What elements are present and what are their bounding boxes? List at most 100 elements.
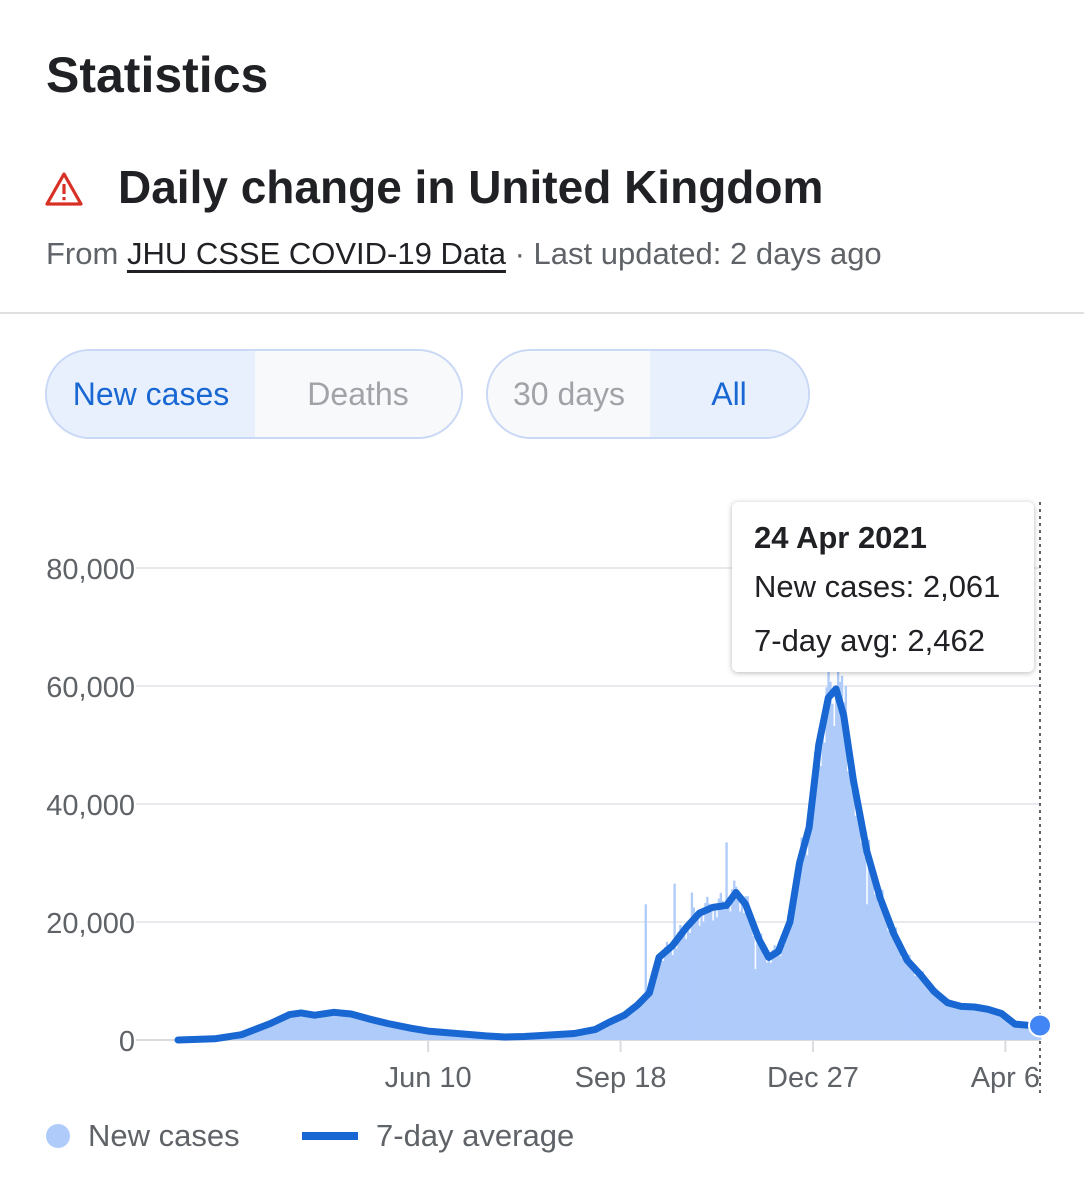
x-tick-label: Dec 27 bbox=[767, 1062, 859, 1094]
new-cases-bar bbox=[983, 1008, 986, 1040]
x-tick-label: Sep 18 bbox=[575, 1062, 667, 1094]
new-cases-bar bbox=[958, 1008, 961, 1040]
new-cases-bar bbox=[1017, 1023, 1021, 1040]
new-cases-bar bbox=[625, 1011, 628, 1040]
new-cases-bar bbox=[629, 1011, 632, 1040]
new-cases-bar bbox=[938, 997, 942, 1040]
new-cases-bar bbox=[671, 955, 674, 1040]
new-cases-bar bbox=[654, 968, 657, 1040]
new-cases-bar bbox=[925, 983, 928, 1040]
new-cases-bar bbox=[917, 978, 921, 1040]
new-cases-bar bbox=[296, 1013, 299, 1040]
new-cases-bar bbox=[758, 933, 761, 1040]
new-cases-bar bbox=[929, 986, 932, 1040]
new-cases-bar bbox=[713, 906, 717, 1040]
new-cases-bar bbox=[313, 1013, 316, 1040]
new-cases-bar bbox=[733, 880, 736, 1040]
new-cases-bar bbox=[284, 1018, 288, 1040]
new-cases-bar bbox=[794, 886, 798, 1040]
all-toggle[interactable]: All bbox=[650, 351, 808, 437]
new-cases-bar bbox=[269, 1023, 272, 1040]
new-cases-bar bbox=[304, 1012, 307, 1040]
new-cases-bar bbox=[650, 982, 653, 1040]
new-cases-bar bbox=[694, 912, 697, 1040]
tooltip-new-cases: New cases: 2,061 bbox=[754, 569, 1001, 604]
new-cases-bar bbox=[648, 996, 651, 1040]
new-cases-bar bbox=[942, 999, 946, 1040]
new-cases-bar bbox=[288, 1012, 291, 1040]
source-link[interactable]: JHU CSSE COVID-19 Data bbox=[126, 236, 506, 271]
new-cases-bar bbox=[390, 1024, 393, 1040]
new-cases-toggle[interactable]: New cases bbox=[47, 351, 255, 437]
new-cases-bar bbox=[421, 1029, 424, 1040]
legend-label: New cases bbox=[88, 1118, 240, 1153]
new-cases-bar bbox=[413, 1029, 417, 1040]
new-cases-bar bbox=[640, 999, 644, 1040]
new-cases-bar bbox=[900, 958, 903, 1040]
new-cases-bar bbox=[761, 943, 765, 1040]
new-cases-bar bbox=[250, 1030, 253, 1040]
new-cases-bar bbox=[613, 1018, 617, 1040]
new-cases-bar bbox=[398, 1025, 401, 1040]
new-cases-bar bbox=[348, 1016, 351, 1040]
new-cases-bar bbox=[415, 1030, 418, 1040]
page-title: Statistics bbox=[46, 47, 269, 103]
new-cases-bar bbox=[892, 927, 896, 1040]
new-cases-bar bbox=[419, 1030, 422, 1040]
new-cases-bar bbox=[357, 1015, 361, 1040]
new-cases-bar bbox=[350, 1014, 353, 1040]
new-cases-bar bbox=[315, 1012, 318, 1040]
30-days-toggle[interactable]: 30 days bbox=[488, 351, 650, 437]
legend-7-day-average: 7-day average bbox=[302, 1114, 574, 1158]
new-cases-bar bbox=[731, 889, 734, 1040]
new-cases-bar bbox=[1019, 1025, 1023, 1040]
new-cases-bar bbox=[659, 955, 663, 1040]
new-cases-bar bbox=[402, 1027, 405, 1040]
new-cases-bar bbox=[913, 975, 917, 1040]
new-cases-bar bbox=[290, 1013, 293, 1040]
new-cases-bar bbox=[696, 918, 699, 1040]
new-cases-bar bbox=[865, 904, 869, 1040]
new-cases-bar bbox=[1021, 1026, 1025, 1040]
new-cases-bar bbox=[292, 1014, 295, 1040]
new-cases-bar bbox=[602, 1025, 605, 1040]
new-cases-bar bbox=[261, 1025, 265, 1040]
new-cases-bar bbox=[811, 779, 815, 1040]
new-cases-bar bbox=[685, 939, 688, 1040]
new-cases-bar bbox=[921, 971, 924, 1040]
new-cases-bar bbox=[361, 1019, 365, 1040]
new-cases-bar bbox=[1004, 1015, 1007, 1040]
new-cases-bar bbox=[887, 930, 890, 1040]
new-cases-bar bbox=[813, 751, 817, 1040]
new-cases-bar bbox=[723, 909, 726, 1040]
new-cases-bar bbox=[763, 953, 767, 1040]
deaths-toggle[interactable]: Deaths bbox=[255, 351, 461, 437]
cases-chart[interactable]: 0 20,000 40,000 60,000 80,000 Jun 10 Sep 18 Dec… bbox=[0, 470, 1084, 1110]
new-cases-bar bbox=[338, 1015, 341, 1040]
new-cases-bar bbox=[740, 899, 744, 1040]
new-cases-bar bbox=[881, 889, 884, 1040]
new-cases-bar bbox=[700, 912, 703, 1040]
new-cases-bar bbox=[440, 1032, 443, 1040]
tooltip-date: 24 Apr 2021 bbox=[754, 520, 927, 555]
new-cases-bar bbox=[330, 1011, 334, 1040]
new-cases-bar bbox=[255, 1028, 259, 1040]
new-cases-bar bbox=[888, 923, 892, 1040]
new-cases-bar bbox=[819, 766, 823, 1040]
new-cases-bar bbox=[846, 771, 849, 1040]
new-cases-bar bbox=[690, 892, 694, 1040]
new-cases-bar bbox=[307, 1016, 311, 1040]
new-cases-bar bbox=[619, 1016, 622, 1040]
new-cases-bar bbox=[677, 931, 680, 1040]
new-cases-bar bbox=[656, 966, 659, 1040]
new-cases-bar bbox=[409, 1027, 413, 1040]
new-cases-bar bbox=[963, 1005, 967, 1040]
new-cases-bar bbox=[590, 1031, 594, 1040]
new-cases-bar bbox=[756, 943, 759, 1040]
new-cases-bar bbox=[423, 1029, 426, 1040]
new-cases-bar bbox=[673, 883, 676, 1040]
new-cases-bar bbox=[1027, 1024, 1030, 1040]
new-cases-bar bbox=[379, 1023, 382, 1040]
new-cases-bar bbox=[952, 1005, 955, 1040]
new-cases-bar bbox=[321, 1016, 324, 1040]
